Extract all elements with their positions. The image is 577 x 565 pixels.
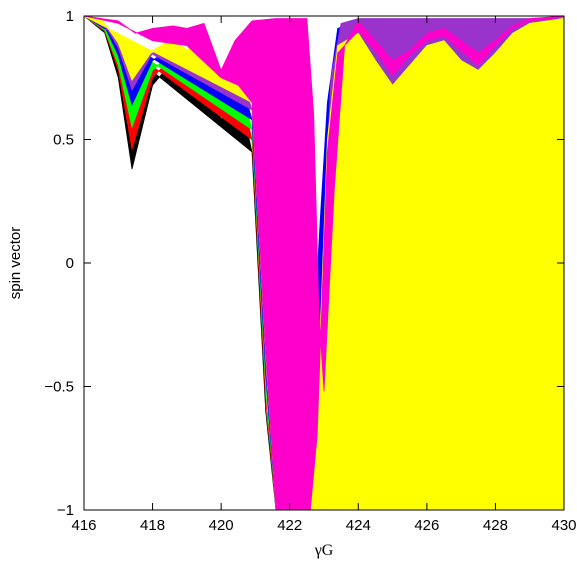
x-tick-label: 418 <box>140 517 165 534</box>
y-tick-label: −0.5 <box>44 379 74 396</box>
x-axis-title: γG <box>314 542 334 559</box>
y-tick-label: 1 <box>66 8 74 25</box>
x-tick-label: 420 <box>209 517 234 534</box>
y-tick-label: 0.5 <box>53 132 74 149</box>
x-tick-label: 416 <box>71 517 96 534</box>
x-tick-label: 422 <box>277 517 302 534</box>
x-axis-ticks: 416 418 420 422 424 426 428 430 <box>71 16 577 534</box>
series-7-band <box>83 15 565 511</box>
y-axis-ticks: 1 0.5 0 −0.5 −1 <box>44 8 564 519</box>
x-tick-label: 426 <box>414 517 439 534</box>
y-tick-label: 0 <box>66 255 74 272</box>
plot-area <box>83 15 565 511</box>
y-axis-title: spin vector <box>7 227 24 300</box>
x-tick-label: 428 <box>483 517 508 534</box>
y-tick-label: −1 <box>57 502 74 519</box>
x-tick-label: 430 <box>551 517 576 534</box>
x-tick-label: 424 <box>346 517 371 534</box>
